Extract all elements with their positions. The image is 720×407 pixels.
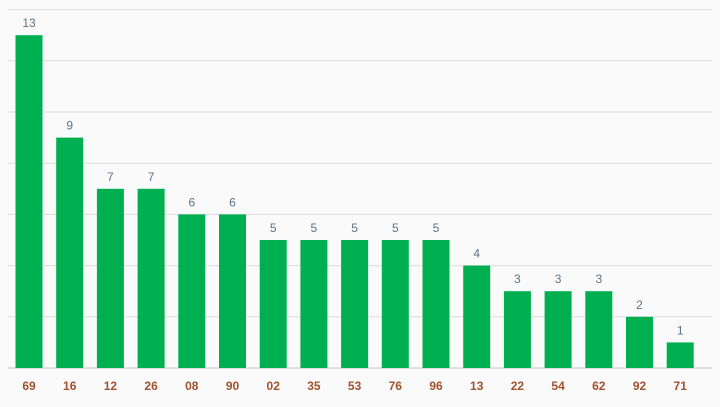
category-label-12: 12: [104, 379, 118, 393]
bar-54: [544, 291, 572, 368]
category-label-16: 16: [63, 379, 77, 393]
value-label-76: 5: [392, 221, 399, 235]
bar-16: [56, 137, 84, 368]
value-label-22: 3: [514, 272, 521, 286]
bar-08: [178, 214, 206, 368]
value-label-96: 5: [433, 221, 440, 235]
value-label-90: 6: [229, 195, 236, 209]
category-label-54: 54: [551, 379, 565, 393]
category-label-35: 35: [307, 379, 321, 393]
bar-22: [503, 291, 531, 368]
bar-13: [463, 265, 491, 368]
value-label-08: 6: [188, 195, 195, 209]
category-label-96: 96: [429, 379, 443, 393]
value-label-54: 3: [555, 272, 562, 286]
category-labels: 69 16 12 26 08 90 02 35 53 76 96 13 22 54 62 92 71: [22, 379, 687, 393]
value-label-02: 5: [270, 221, 277, 235]
bars: [15, 35, 694, 368]
category-label-26: 26: [144, 379, 158, 393]
value-label-92: 2: [636, 298, 643, 312]
category-label-69: 69: [22, 379, 36, 393]
bar-02: [259, 240, 287, 368]
value-label-53: 5: [351, 221, 358, 235]
bar-90: [219, 214, 246, 368]
bar-76: [381, 240, 409, 368]
category-label-71: 71: [674, 379, 688, 393]
bar-92: [626, 316, 653, 368]
bar-53: [341, 240, 369, 368]
value-label-35: 5: [311, 221, 318, 235]
bar-12: [96, 188, 124, 368]
bar-26: [137, 188, 165, 368]
bar-35: [300, 240, 328, 368]
bar-62: [585, 291, 613, 368]
category-label-90: 90: [226, 379, 240, 393]
value-label-13: 4: [473, 247, 480, 261]
bar-71: [666, 342, 694, 368]
category-label-62: 62: [592, 379, 606, 393]
value-label-16: 9: [66, 119, 73, 133]
category-label-02: 02: [267, 379, 281, 393]
category-label-13: 13: [470, 379, 484, 393]
category-label-22: 22: [511, 379, 525, 393]
value-labels: 13 9 7 7 6 6 5 5 5 5 5 4 3 3 3 2 1: [22, 16, 684, 337]
value-label-71: 1: [677, 323, 684, 337]
category-label-92: 92: [633, 379, 647, 393]
bar-69: [15, 35, 43, 368]
value-label-12: 7: [107, 170, 114, 184]
value-label-26: 7: [148, 170, 155, 184]
value-label-62: 3: [595, 272, 602, 286]
value-label-69: 13: [22, 16, 36, 30]
category-label-08: 08: [185, 379, 199, 393]
bar-96: [422, 240, 450, 368]
category-label-53: 53: [348, 379, 362, 393]
category-label-76: 76: [389, 379, 403, 393]
gridlines: [8, 9, 712, 369]
